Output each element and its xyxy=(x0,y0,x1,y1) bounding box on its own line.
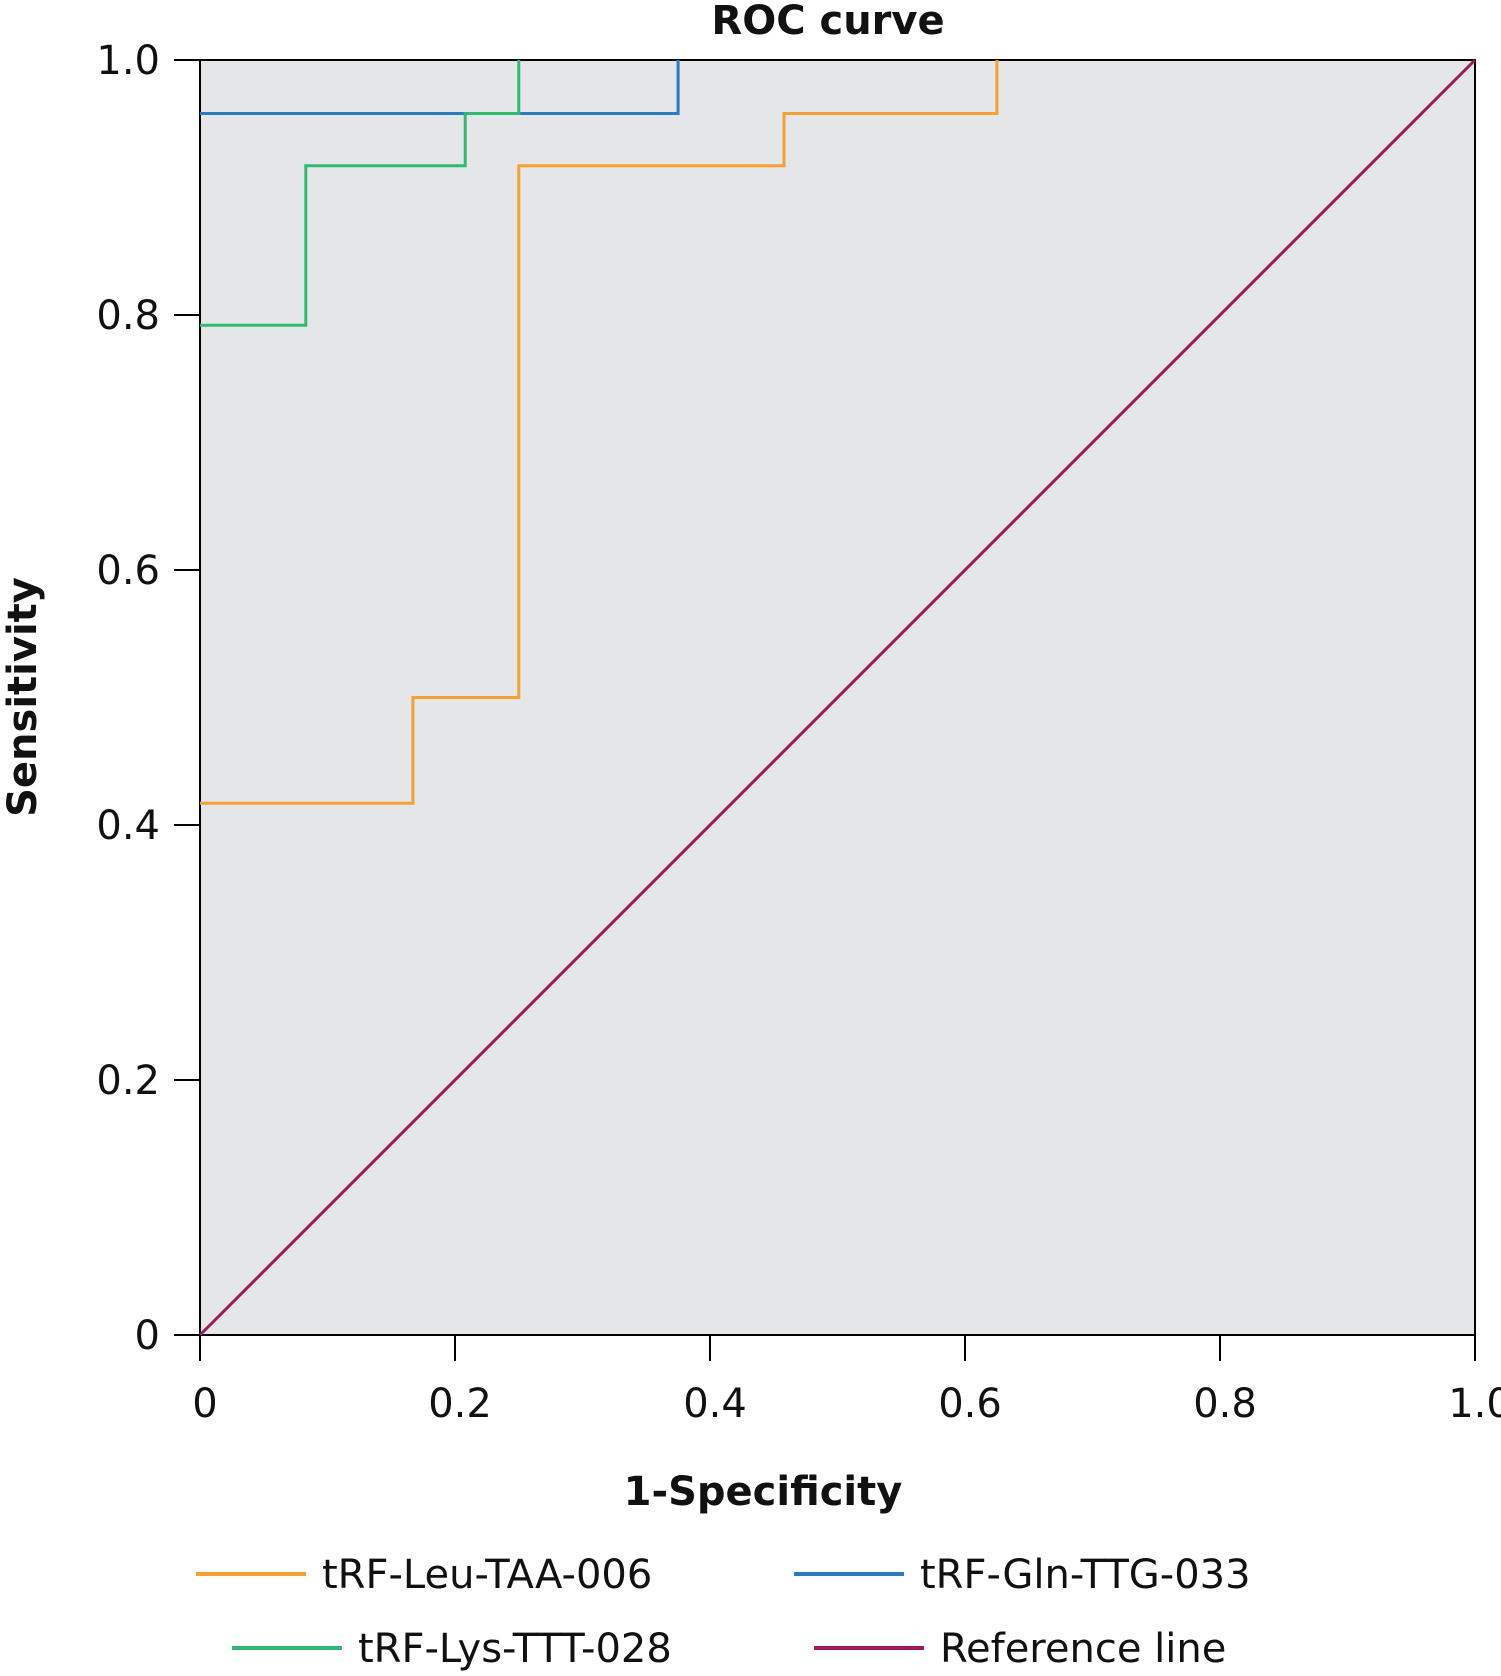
chart-title: ROC curve xyxy=(711,0,944,44)
y-tick-label: 0.8 xyxy=(96,293,160,339)
y-tick-label: 0.4 xyxy=(96,803,160,849)
x-tick-label: 0.2 xyxy=(428,1381,492,1427)
series-line-4 xyxy=(198,58,1477,1337)
series-line-1 xyxy=(200,60,999,805)
y-tick-label: 1.0 xyxy=(96,38,160,84)
series-layer xyxy=(198,58,1477,1337)
x-axis-label: 1-Specificity xyxy=(624,1469,903,1515)
legend-label-1: tRF-Leu-TAA-006 xyxy=(322,1552,652,1598)
legend-label-2: tRF-Gln-TTG-033 xyxy=(920,1552,1251,1598)
series-line-3 xyxy=(200,60,521,327)
axes-layer: 0 0.2 0.4 0.6 0.8 1.0 0 0.2 0.4 0.6 0.8 1.0 xyxy=(96,38,1501,1427)
legend: tRF-Leu-TAA-006 tRF-Gln-TTG-033 tRF-Lys-TT… xyxy=(196,1552,1251,1672)
y-tick-label: 0.2 xyxy=(96,1058,160,1104)
legend-label-4: Reference line xyxy=(940,1626,1226,1672)
x-tick-label: 0.4 xyxy=(683,1381,747,1427)
x-tick-label: 0 xyxy=(192,1381,217,1427)
y-tick-label: 0.6 xyxy=(96,548,160,594)
legend-label-3: tRF-Lys-TTT-028 xyxy=(358,1626,672,1672)
x-tick-label: 0.8 xyxy=(1193,1381,1257,1427)
x-tick-label: 0.6 xyxy=(938,1381,1002,1427)
x-tick-label: 1.0 xyxy=(1448,1381,1501,1427)
y-axis-label: Sensitivity xyxy=(0,577,46,817)
series-line-2 xyxy=(200,60,680,115)
y-tick-label: 0 xyxy=(135,1313,160,1359)
